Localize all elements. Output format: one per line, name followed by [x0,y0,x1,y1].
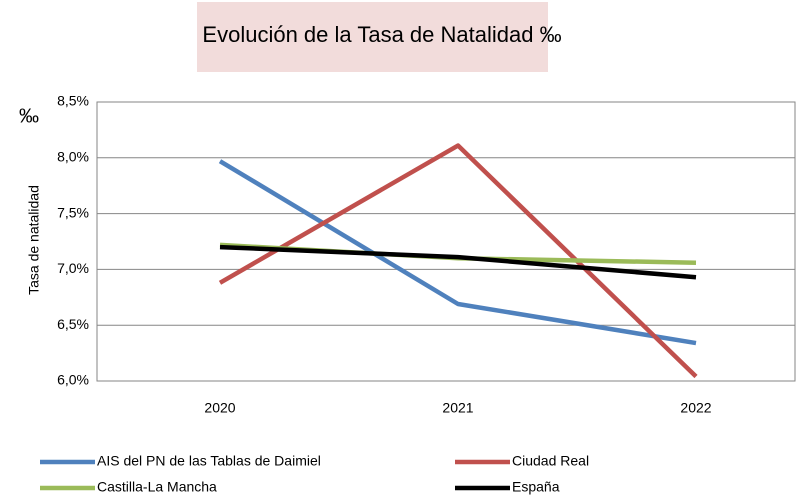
x-tick-label: 2021 [442,400,473,416]
annotation: ‰ [19,105,39,127]
y-tick-label: 6,5% [57,316,89,332]
plot-border [96,101,796,382]
series-line [219,242,697,265]
legend-label: Castilla-La Mancha [97,479,217,495]
legend-label: AIS del PN de las Tablas de Daimiel [97,453,321,469]
legend-label: Ciudad Real [512,453,589,469]
series-line [219,244,697,280]
y-tick-label: 7,5% [57,204,89,220]
legend-label: España [512,479,560,495]
y-tick-label: 7,0% [57,260,89,276]
y-tick-label: 6,0% [57,372,89,388]
title-box [197,2,548,72]
annotation-bg [14,100,44,130]
x-tick-label: 2022 [680,400,711,416]
series-line [218,143,698,379]
y-axis-label: Tasa de natalidad [26,185,42,295]
x-tick-label: 2020 [204,400,235,416]
chart-title: Evolución de la Tasa de Natalidad ‰ [202,22,561,47]
y-tick-label: 8,5% [57,93,89,109]
series-line [218,159,697,346]
y-tick-label: 8,0% [57,149,89,165]
